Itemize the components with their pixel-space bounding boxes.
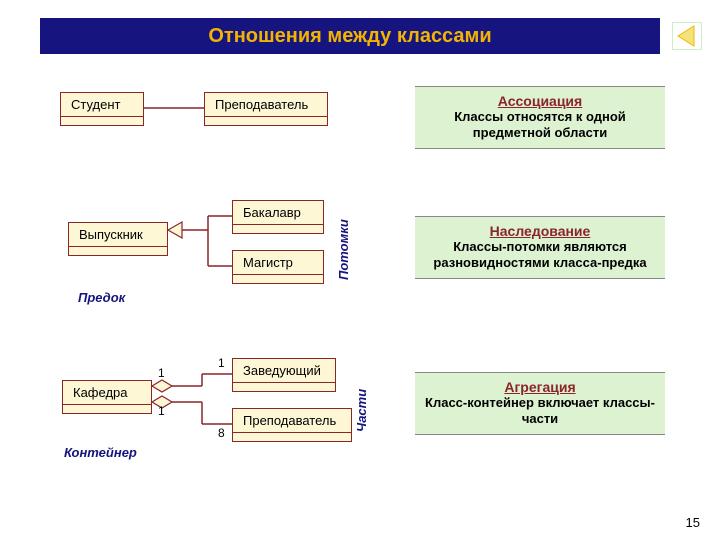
class-name: Преподаватель [233,409,351,433]
uml-class-head: Заведующий [232,358,336,392]
class-name: Студент [61,93,143,117]
title-bar: Отношения между классами [40,18,660,54]
mult-p1: 1 [218,356,225,370]
class-name: Заведующий [233,359,335,383]
prev-arrow-icon[interactable] [672,22,702,50]
info-title: Ассоциация [423,93,657,109]
info-inheritance: Наследование Классы-потомки являются раз… [415,216,665,279]
class-name: Магистр [233,251,323,275]
info-desc: Класс-контейнер включает классы-части [423,395,657,428]
mult-p2: 8 [218,426,225,440]
uml-class-department: Кафедра [62,380,152,414]
class-name: Бакалавр [233,201,323,225]
label-parts: Части [354,389,369,432]
uml-class-teacher2: Преподаватель [232,408,352,442]
uml-class-student: Студент [60,92,144,126]
class-name: Кафедра [63,381,151,405]
class-name: Выпускник [69,223,167,247]
info-title: Наследование [423,223,657,239]
info-desc: Классы относятся к одной предметной обла… [423,109,657,142]
label-parent: Предок [78,290,125,305]
class-name: Преподаватель [205,93,327,117]
mult-c2: 1 [158,404,165,418]
info-aggregation: Агрегация Класс-контейнер включает класс… [415,372,665,435]
label-children: Потомки [336,219,351,280]
page-title: Отношения между классами [208,25,491,48]
uml-class-master: Магистр [232,250,324,284]
uml-class-graduate: Выпускник [68,222,168,256]
info-desc: Классы-потомки являются разновидностями … [423,239,657,272]
association-line [144,100,204,120]
mult-c1: 1 [158,366,165,380]
label-container: Контейнер [64,445,137,460]
uml-class-bachelor: Бакалавр [232,200,324,234]
uml-class-teacher: Преподаватель [204,92,328,126]
page-number: 15 [686,515,700,530]
info-association: Ассоциация Классы относятся к одной пред… [415,86,665,149]
inheritance-lines [168,200,238,280]
info-title: Агрегация [423,379,657,395]
